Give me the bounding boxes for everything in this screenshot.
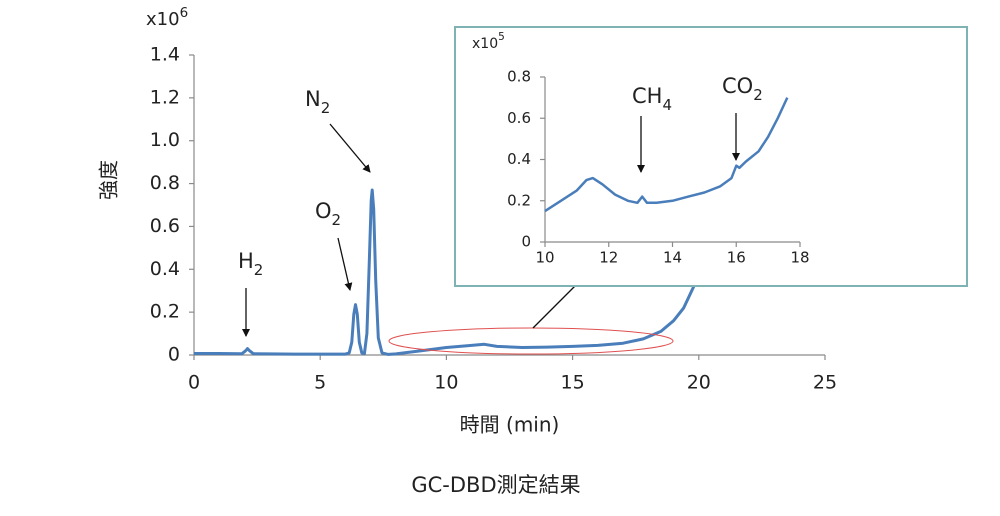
annotation-subscript: 2 [254, 261, 264, 279]
annotation: N2 [305, 87, 330, 117]
y-tick-label: 1.0 [150, 129, 180, 151]
annotation: CO2 [722, 74, 763, 104]
y-tick-label: 1.2 [150, 86, 180, 108]
annotation-text: N [305, 87, 321, 111]
multiplier-exponent: 5 [498, 31, 505, 43]
multiplier-base: x10 [146, 9, 180, 30]
annotation-subscript: 2 [321, 99, 331, 117]
annotation: CH4 [632, 84, 672, 114]
multiplier-base: x10 [472, 36, 498, 52]
annotation-subscript: 2 [332, 211, 342, 229]
y-tick-label: 0.4 [507, 150, 531, 168]
annotation-subscript: 4 [662, 96, 672, 114]
annotation-text: H [238, 249, 254, 273]
annotation-subscript: 2 [753, 86, 763, 104]
highlight-ellipse [388, 327, 674, 355]
x-axis-label: 時間 (min) [460, 413, 560, 437]
data-line [544, 97, 789, 213]
y-tick-label: 0.6 [507, 109, 531, 127]
annotation-text: CH [632, 84, 662, 108]
inset-box [454, 26, 968, 287]
annotation: O2 [315, 199, 341, 229]
y-tick-label: 0.2 [150, 301, 180, 323]
x-tick-label: 18 [790, 249, 809, 267]
x-tick-label: 20 [687, 372, 711, 394]
annotation-arrow [337, 237, 353, 291]
y-axis-label: 強度 [97, 160, 121, 200]
y-tick-label: 0 [168, 344, 180, 366]
y-tick-label: 0 [521, 233, 531, 251]
x-tick-label: 0 [188, 372, 200, 394]
y-multiplier: x105 [472, 31, 505, 52]
y-tick-label: 0.8 [507, 68, 531, 86]
y-multiplier: x106 [146, 5, 188, 30]
annotation-text: O [315, 199, 332, 223]
x-tick-label: 10 [535, 249, 554, 267]
data-line [194, 188, 696, 356]
x-tick-label: 5 [314, 372, 326, 394]
caption: GC-DBD測定結果 [411, 473, 580, 497]
y-tick-label: 0.2 [507, 191, 531, 209]
multiplier-exponent: 6 [180, 5, 189, 21]
x-tick-label: 10 [434, 372, 458, 394]
x-tick-label: 15 [561, 372, 585, 394]
x-tick-label: 12 [599, 249, 618, 267]
y-tick-label: 0.6 [150, 215, 180, 237]
y-tick-label: 0.8 [150, 172, 180, 194]
x-tick-label: 14 [663, 249, 682, 267]
annotation: H2 [238, 249, 263, 279]
y-tick-label: 1.4 [150, 44, 180, 66]
annotation-arrow [329, 123, 371, 173]
x-tick-label: 25 [813, 372, 837, 394]
x-tick-label: 16 [727, 249, 746, 267]
y-tick-label: 0.4 [150, 258, 180, 280]
annotation-text: CO [722, 74, 753, 98]
